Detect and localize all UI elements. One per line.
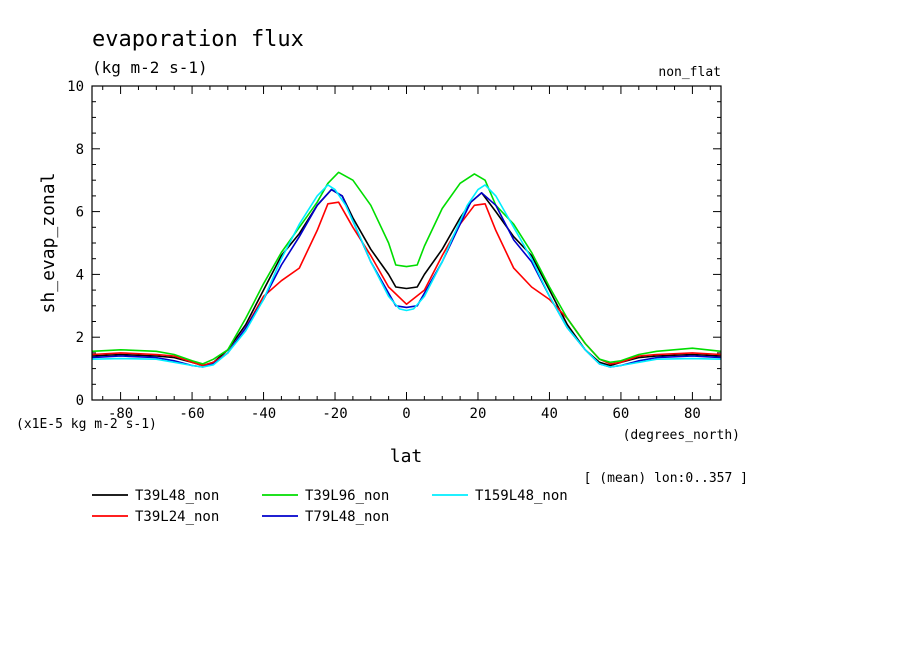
y-tick-label-2: 4 [76, 267, 84, 283]
plot-frame [91, 85, 722, 401]
legend-label-3: T79L48_non [305, 509, 389, 525]
legend: T39L48_non T39L24_non T39L96_non T79L48_non… [92, 488, 568, 525]
y-axis-units: (x1E-5 kg m-2 s-1) [16, 417, 157, 432]
y-tick-label-4: 8 [76, 142, 84, 158]
series-line-1 [91, 201, 722, 367]
chart-subtitle: (kg m-2 s-1) [92, 58, 208, 77]
x-tick-label-0: -80 [108, 406, 133, 422]
chart-top-right-label: non_flat [658, 65, 721, 80]
series-line-0 [91, 188, 722, 367]
axes-layer: -80 -60 -40 -20 0 20 40 60 80 0 2 4 6 8 10 [67, 79, 722, 422]
x-tick-label-2: -40 [251, 406, 276, 422]
y-tick-label-1: 2 [76, 330, 84, 346]
x-axis-units: (degrees_north) [623, 428, 740, 443]
chart-title: evaporation flux [92, 27, 304, 52]
legend-label-0: T39L48_non [135, 488, 219, 504]
y-tick-label-5: 10 [67, 79, 84, 95]
x-tick-label-1: -60 [179, 406, 204, 422]
y-axis-label: sh_evap_zonal [38, 173, 59, 314]
x-tick-label-5: 20 [470, 406, 487, 422]
legend-label-4: T159L48_non [475, 488, 568, 504]
x-tick-label-3: -20 [322, 406, 347, 422]
series-line-3 [91, 188, 722, 368]
legend-label-1: T39L24_non [135, 509, 219, 525]
x-tick-label-6: 40 [541, 406, 558, 422]
series-line-2 [91, 171, 722, 365]
series-line-4 [91, 184, 722, 368]
x-tick-label-4: 0 [402, 406, 410, 422]
legend-label-2: T39L96_non [305, 488, 389, 504]
chart-footnote: [ (mean) lon:0..357 ] [584, 471, 748, 486]
x-tick-label-8: 80 [684, 406, 701, 422]
x-tick-label-7: 60 [613, 406, 630, 422]
y-tick-label-0: 0 [76, 393, 84, 409]
series-layer [91, 171, 722, 368]
y-tick-label-3: 6 [76, 205, 84, 221]
x-axis-label: lat [390, 446, 423, 467]
